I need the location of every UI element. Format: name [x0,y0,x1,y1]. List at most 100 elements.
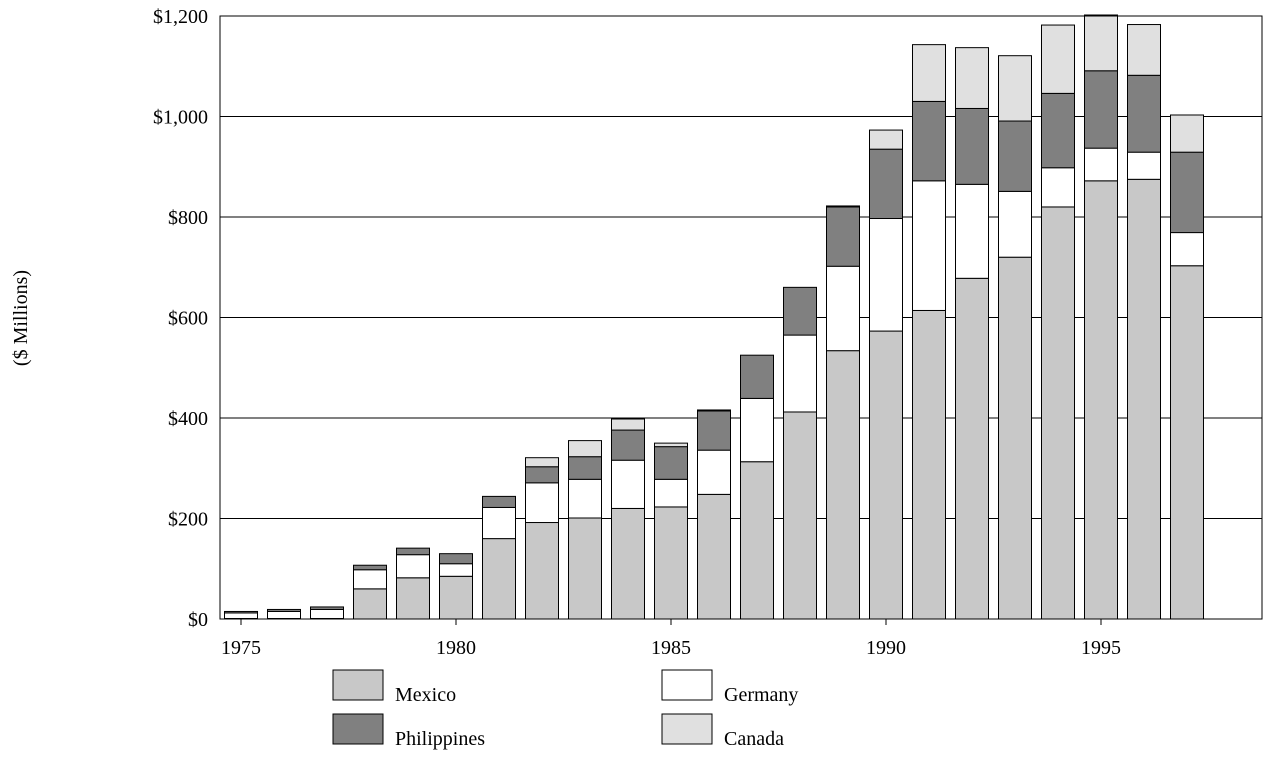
bar-segment-philippines-1993 [998,120,1032,192]
bar-segment-germany-1993 [998,190,1032,258]
bar-segment-canada-1997 [1170,114,1204,153]
bar-segment-mexico-1991 [912,309,946,620]
legend-swatch-mexico [332,669,384,701]
bar-segment-mexico-1981 [482,538,516,620]
bar-segment-canada-1996 [1127,24,1161,76]
bar-segment-canada-1983 [568,440,602,458]
bar-segment-philippines-1982 [525,466,559,484]
bar-segment-mexico-1994 [1041,206,1075,620]
bar-segment-philippines-1990 [869,148,903,220]
bar-segment-canada-1984 [611,418,645,431]
bar-segment-mexico-1978 [353,588,387,620]
bar-segment-philippines-1976 [267,608,301,612]
bar-segment-canada-1991 [912,44,946,102]
bar-segment-mexico-1988 [783,411,817,620]
bar-segment-germany-1982 [525,482,559,524]
plot-frame [219,15,1263,620]
bar-segment-canada-1992 [955,47,989,109]
bar-segment-germany-1995 [1084,147,1118,182]
bars [224,14,1204,620]
y-tick-label: $400 [168,408,208,430]
bar-segment-canada-1982 [525,457,559,468]
y-axis-title: ($ Millions) [10,270,32,366]
bar-segment-germany-1989 [826,265,860,352]
bar-segment-philippines-1981 [482,495,516,508]
bar-segment-mexico-1983 [568,517,602,620]
x-tick-label: 1990 [866,637,906,659]
bar-segment-canada-1986 [697,409,731,412]
bar-segment-germany-1996 [1127,151,1161,180]
y-tick-label: $0 [188,609,208,631]
bar-segment-philippines-1989 [826,206,860,267]
bar-segment-mexico-1982 [525,522,559,620]
y-tick-label: $200 [168,509,208,531]
legend: Mexico Germany Philippines Canada [332,669,798,750]
bar-segment-germany-1978 [353,569,387,590]
bar-segment-germany-1997 [1170,232,1204,267]
bar-segment-germany-1985 [654,478,688,508]
bar-segment-philippines-1986 [697,410,731,451]
bar-segment-canada-1990 [869,129,903,150]
legend-swatch-philippines [332,713,384,745]
bar-segment-philippines-1979 [396,547,430,556]
bar-segment-canada-1994 [1041,24,1075,94]
bar-segment-philippines-1978 [353,564,387,571]
x-tick-label: 1995 [1081,637,1121,659]
y-tick-label: $1,000 [153,107,208,129]
bar-segment-mexico-1990 [869,330,903,620]
bar-segment-mexico-1985 [654,506,688,620]
bar-segment-germany-1988 [783,334,817,413]
x-tick-label: 1975 [221,637,261,659]
bar-segment-germany-1992 [955,183,989,279]
bar-segment-canada-1989 [826,205,860,208]
bar-segment-germany-1979 [396,554,430,579]
bar-segment-philippines-1983 [568,456,602,480]
bar-segment-canada-1995 [1084,14,1118,72]
bar-segment-germany-1980 [439,563,473,577]
x-tick-label: 1985 [651,637,691,659]
bar-segment-mexico-1992 [955,277,989,620]
bar-segment-philippines-1975 [224,610,258,614]
bar-segment-mexico-1980 [439,575,473,620]
bar-segment-mexico-1987 [740,461,774,620]
axes: $0 $200 $400 $600 $800 $1,000 $1,200 1975 1980 19… [153,6,1263,659]
bar-segment-philippines-1988 [783,286,817,336]
bar-segment-germany-1994 [1041,167,1075,208]
bar-segment-germany-1977 [310,608,344,619]
x-tick-label: 1980 [436,637,476,659]
bar-segment-mexico-1993 [998,256,1032,620]
bar-segment-philippines-1995 [1084,70,1118,149]
bar-segment-germany-1976 [267,610,301,619]
bar-segment-canada-1993 [998,55,1032,122]
bar-segment-philippines-1996 [1127,74,1161,153]
bar-segment-germany-1981 [482,506,516,540]
bar-segment-philippines-1985 [654,446,688,480]
bar-segment-mexico-1995 [1084,180,1118,620]
bar-segment-philippines-1994 [1041,92,1075,169]
y-tick-label: $600 [168,308,208,330]
bar-segment-philippines-1977 [310,606,344,610]
bar-segment-mexico-1979 [396,577,430,620]
legend-label-germany: Germany [724,684,798,706]
y-tick-label: $1,200 [153,6,208,28]
legend-label-canada: Canada [724,728,784,750]
bar-segment-mexico-1984 [611,507,645,620]
bar-segment-philippines-1987 [740,354,774,399]
bar-segment-germany-1984 [611,459,645,509]
bar-segment-germany-1983 [568,478,602,519]
bar-segment-philippines-1997 [1170,151,1204,234]
legend-label-philippines: Philippines [395,728,485,750]
legend-swatch-germany [661,669,713,701]
bar-segment-mexico-1986 [697,493,731,620]
bar-segment-philippines-1992 [955,107,989,185]
legend-label-mexico: Mexico [395,684,456,706]
bar-segment-canada-1985 [654,442,688,448]
bar-segment-mexico-1997 [1170,265,1204,620]
bar-segment-mexico-1996 [1127,178,1161,620]
bar-segment-mexico-1989 [826,350,860,620]
bar-segment-germany-1986 [697,449,731,495]
y-tick-label: $800 [168,207,208,229]
bar-segment-germany-1987 [740,397,774,463]
